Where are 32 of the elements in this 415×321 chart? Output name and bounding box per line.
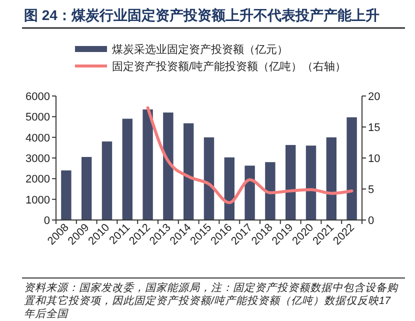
bar xyxy=(265,162,276,220)
bar xyxy=(204,137,214,220)
bar xyxy=(224,157,234,220)
y-tick-label: 5000 xyxy=(26,112,50,124)
bar xyxy=(61,170,72,220)
y2-tick-label: 10 xyxy=(368,153,380,165)
y2-tick-label: 5 xyxy=(368,184,374,196)
bar xyxy=(184,123,194,220)
bar xyxy=(163,112,174,220)
bar xyxy=(244,166,255,220)
bar xyxy=(82,156,92,220)
chart-title: 图 24：煤炭行业固定资产投资额上升不代表投产产能上升 xyxy=(24,7,380,23)
y-tick-label: 6000 xyxy=(26,91,50,103)
bar xyxy=(286,144,296,220)
y2-tick-label: 15 xyxy=(368,122,380,134)
bar xyxy=(306,146,316,220)
legend-label: 煤炭采选业固定资产投资额（亿元） xyxy=(112,43,288,56)
bar xyxy=(142,109,153,220)
y-tick-label: 1000 xyxy=(26,194,50,206)
y-tick-label: 0 xyxy=(44,215,50,227)
bar xyxy=(346,117,357,220)
bar xyxy=(122,118,132,220)
bar xyxy=(326,137,336,220)
y2-tick-label: 20 xyxy=(368,91,380,103)
text: 资料来源：国家发改委，国家能源局，注：固定资产投资额数据中包含设备购置和其它投资项，因此固定资产投资额/吨产能投资额（亿吨）数据仅反映17年后全国 xyxy=(23,282,399,320)
y-tick-label: 2000 xyxy=(26,174,50,186)
y-tick-label: 4000 xyxy=(26,132,50,144)
line-series xyxy=(146,106,354,204)
y-tick-label: 3000 xyxy=(26,153,50,165)
legend-label: 固定资产投资额/吨产能投资额（亿吨）（右轴） xyxy=(112,60,346,73)
y2-tick-label: 0 xyxy=(368,215,374,227)
bar xyxy=(102,141,112,220)
